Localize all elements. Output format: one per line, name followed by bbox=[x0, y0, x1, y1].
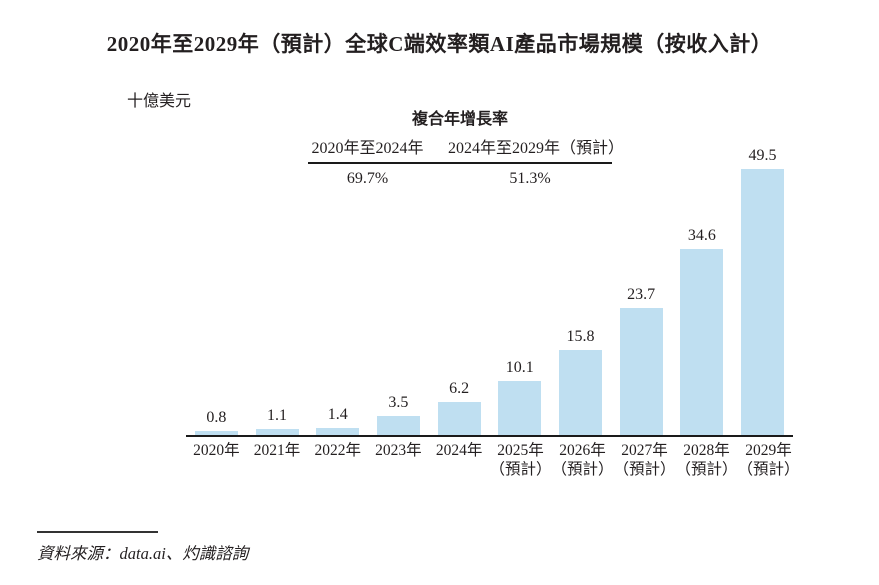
bar bbox=[680, 249, 724, 435]
bar bbox=[498, 380, 542, 435]
bar-column: 1.4 bbox=[307, 405, 368, 435]
cagr-period-1-label: 2020年至2024年 bbox=[311, 140, 424, 157]
bar-column: 0.8 bbox=[186, 409, 247, 435]
bar-value-label: 10.1 bbox=[505, 358, 534, 376]
x-axis-line bbox=[186, 435, 793, 437]
source-divider-rule bbox=[37, 531, 158, 533]
bar-value-label: 0.8 bbox=[206, 408, 227, 426]
bar-value-label: 1.4 bbox=[327, 405, 348, 423]
bar bbox=[619, 307, 663, 435]
bar-value-label: 3.5 bbox=[388, 394, 409, 412]
chart-title: 2020年至2029年（預計）全球C端效率類AI產品市場規模（按收入計） bbox=[106, 32, 773, 56]
bar bbox=[558, 350, 602, 435]
bar bbox=[194, 430, 238, 435]
bar-column: 10.1 bbox=[489, 359, 550, 435]
source-note: 資料來源：data.ai、灼識諮詢 bbox=[37, 544, 249, 563]
bar-column: 1.1 bbox=[247, 407, 308, 435]
bar-value-label: 34.6 bbox=[687, 227, 716, 245]
bar-value-label: 1.1 bbox=[267, 407, 288, 425]
bar-column: 15.8 bbox=[550, 328, 611, 435]
cagr-period-2-label: 2024年至2029年（預計） bbox=[448, 140, 625, 157]
bar-chart-plot-area: 0.8 1.1 1.4 3.5 6.2 10.1 15.8 23.7 34.6 49.5 bbox=[186, 140, 793, 435]
bar bbox=[255, 429, 299, 435]
x-axis-labels: 2020年 2021年 2022年 2023年 2024年 2025年 （預計） 2026年（… bbox=[186, 441, 799, 479]
bar bbox=[376, 416, 420, 435]
bar bbox=[741, 169, 785, 435]
cagr-period-1-value: 69.7% bbox=[346, 170, 389, 187]
x-axis-label: 2027年 （預計） bbox=[613, 442, 676, 478]
x-axis-label: 2023年 bbox=[375, 442, 422, 459]
x-axis-label: 2022年 bbox=[314, 442, 361, 459]
bar-column: 23.7 bbox=[611, 286, 672, 435]
bar-column: 3.5 bbox=[368, 394, 429, 435]
cagr-table-header-row: 2020年至2024年 2024年至2029年（預計） bbox=[308, 134, 625, 164]
x-axis-label: 2025年 （預計） bbox=[489, 442, 552, 478]
bar-value-label: 6.2 bbox=[449, 379, 470, 397]
cagr-table-title: 複合年增長率 bbox=[411, 111, 508, 128]
cagr-table-value-row: 69.7% 51.3% bbox=[308, 164, 612, 188]
bar-value-label: 15.8 bbox=[566, 328, 595, 346]
x-axis-label: 2024年 bbox=[435, 442, 483, 459]
bar-column: 49.5 bbox=[732, 147, 793, 435]
x-axis-label: 2026年 （預計） bbox=[551, 442, 614, 478]
x-axis-label: 2028年 （預計） bbox=[675, 442, 738, 478]
bar-value-label: 23.7 bbox=[627, 285, 656, 303]
x-axis-label: 2021年 bbox=[253, 442, 301, 459]
bar-column: 6.2 bbox=[429, 380, 490, 435]
y-axis-unit-label: 十億美元 bbox=[127, 93, 192, 110]
x-axis-label: 2029年 （預計） bbox=[737, 442, 800, 478]
bar bbox=[437, 401, 481, 435]
bar bbox=[316, 427, 360, 435]
bar-value-label: 49.5 bbox=[748, 147, 777, 165]
cagr-period-2-value: 51.3% bbox=[509, 170, 551, 187]
cagr-table: 複合年增長率 2020年至2024年 2024年至2029年（預計） 69.7%… bbox=[308, 105, 625, 188]
bar-column: 34.6 bbox=[672, 227, 733, 435]
x-axis-label: 2020年 bbox=[193, 442, 240, 459]
